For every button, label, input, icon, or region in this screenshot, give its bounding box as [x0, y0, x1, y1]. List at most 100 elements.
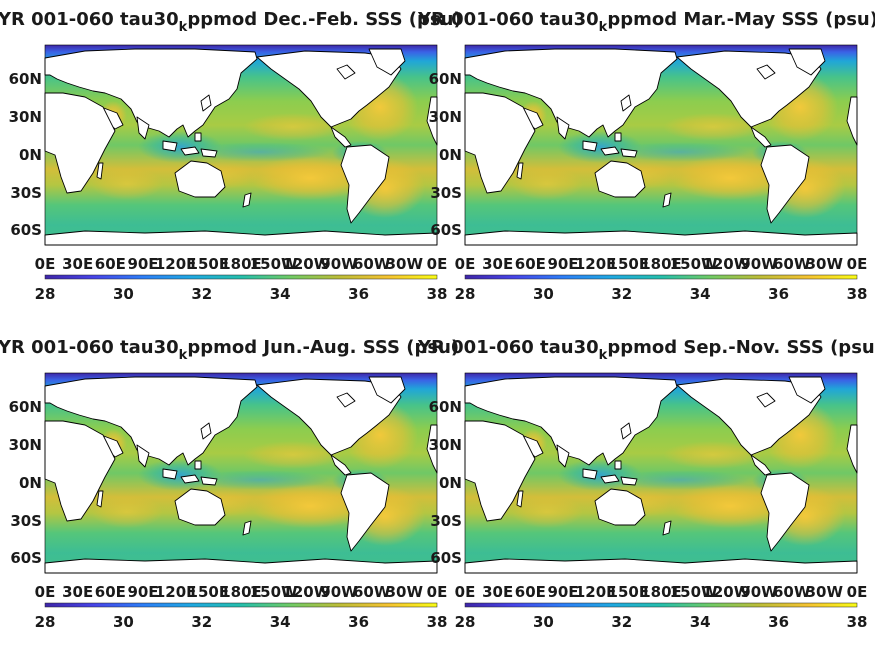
lon-tick-label: 90W: [740, 583, 778, 601]
lat-tick-label: 0N: [439, 474, 462, 492]
lon-tick-label: 90W: [320, 255, 358, 273]
lat-tick-label: 60N: [9, 70, 42, 88]
lon-tick-label: 60E: [515, 583, 546, 601]
lon-tick-label: 150E: [608, 583, 650, 601]
colorbar-tick-label: 32: [611, 613, 632, 631]
lat-tick-label: 30N: [9, 436, 42, 454]
lon-tick-label: 150W: [250, 583, 298, 601]
panel-title: YR 001-060 tau30kppmod Jun.-Aug. SSS (ps…: [0, 337, 459, 363]
lon-tick-label: 0E: [847, 255, 868, 273]
map-panel-3: YR 001-060 tau30kppmod Jun.-Aug. SSS (ps…: [0, 337, 459, 631]
lon-tick-label: 0E: [847, 583, 868, 601]
lat-tick-label: 0N: [439, 146, 462, 164]
lon-tick-label: 30W: [386, 255, 424, 273]
colorbar-tick-label: 28: [455, 613, 476, 631]
lon-tick-label: 30E: [62, 255, 93, 273]
lon-tick-label: 60E: [515, 255, 546, 273]
lon-tick-label: 30W: [806, 583, 844, 601]
colorbar-tick-label: 32: [191, 613, 212, 631]
colorbar-tick-label: 36: [348, 285, 369, 303]
colorbar-tick-label: 28: [455, 285, 476, 303]
panel-title: YR 001-060 tau30kppmod Sep.-Nov. SSS (ps…: [417, 337, 875, 363]
lon-tick-label: 30W: [386, 583, 424, 601]
lon-tick-label: 0E: [35, 255, 56, 273]
lon-tick-label: 60W: [773, 255, 811, 273]
lon-tick-label: 120E: [155, 583, 197, 601]
lat-tick-label: 60N: [9, 398, 42, 416]
colorbar-tick-label: 28: [35, 613, 56, 631]
colorbar-tick-label: 38: [427, 613, 448, 631]
colorbar-tick-label: 32: [191, 285, 212, 303]
lon-tick-label: 30W: [806, 255, 844, 273]
map-panel-1: YR 001-060 tau30kppmod Dec.-Feb. SSS (ps…: [0, 9, 462, 303]
lon-tick-label: 60W: [773, 583, 811, 601]
lon-tick-label: 120E: [155, 255, 197, 273]
lon-tick-label: 0E: [455, 583, 476, 601]
colorbar-tick-label: 34: [270, 285, 291, 303]
lon-tick-label: 180E: [220, 255, 262, 273]
colorbar-tick-label: 30: [113, 613, 134, 631]
lon-tick-label: 120W: [702, 255, 750, 273]
lon-tick-label: 180E: [640, 255, 682, 273]
lon-tick-label: 150E: [608, 255, 650, 273]
lat-tick-label: 30N: [429, 108, 462, 126]
lon-tick-label: 60W: [353, 255, 391, 273]
lon-tick-label: 150E: [188, 255, 230, 273]
lon-tick-label: 90W: [320, 583, 358, 601]
lon-tick-label: 60E: [95, 583, 126, 601]
colorbar: [44, 602, 438, 608]
lat-tick-label: 0N: [19, 474, 42, 492]
lon-tick-label: 120E: [575, 583, 617, 601]
colorbar-tick-label: 36: [768, 285, 789, 303]
lon-tick-label: 150W: [670, 583, 718, 601]
colorbar-tick-label: 28: [35, 285, 56, 303]
colorbar-tick-label: 38: [427, 285, 448, 303]
lon-tick-label: 0E: [455, 255, 476, 273]
lon-tick-label: 150W: [670, 255, 718, 273]
panel-title: YR 001-060 tau30kppmod Dec.-Feb. SSS (ps…: [0, 9, 462, 35]
lon-tick-label: 30E: [482, 255, 513, 273]
colorbar: [464, 602, 858, 608]
panel-title: YR 001-060 tau30kppmod Mar.-May SSS (psu…: [417, 9, 875, 35]
lon-tick-label: 150E: [188, 583, 230, 601]
lat-tick-label: 60S: [10, 221, 42, 239]
colorbar-tick-label: 36: [348, 613, 369, 631]
lat-tick-label: 60S: [430, 221, 462, 239]
colorbar-tick-label: 36: [768, 613, 789, 631]
lat-tick-label: 30S: [10, 184, 42, 202]
lon-tick-label: 60E: [95, 255, 126, 273]
colorbar-tick-label: 34: [690, 613, 711, 631]
lon-tick-label: 90E: [127, 255, 158, 273]
lon-tick-label: 180E: [220, 583, 262, 601]
lon-tick-label: 30E: [482, 583, 513, 601]
lat-tick-label: 60N: [429, 398, 462, 416]
lon-tick-label: 90E: [127, 583, 158, 601]
lon-tick-label: 60W: [353, 583, 391, 601]
lon-tick-label: 120W: [282, 583, 330, 601]
colorbar-tick-label: 38: [847, 285, 868, 303]
colorbar-tick-label: 30: [113, 285, 134, 303]
sss-map: [464, 44, 858, 246]
lat-tick-label: 30S: [10, 512, 42, 530]
colorbar-tick-label: 32: [611, 285, 632, 303]
lon-tick-label: 0E: [35, 583, 56, 601]
lat-tick-label: 0N: [19, 146, 42, 164]
lat-tick-label: 60S: [430, 549, 462, 567]
colorbar-tick-label: 30: [533, 613, 554, 631]
lon-tick-label: 150W: [250, 255, 298, 273]
colorbar-tick-label: 34: [270, 613, 291, 631]
lon-tick-label: 30E: [62, 583, 93, 601]
sss-map: [44, 372, 438, 574]
colorbar-tick-label: 34: [690, 285, 711, 303]
colorbar: [44, 274, 438, 280]
lat-tick-label: 30N: [429, 436, 462, 454]
lon-tick-label: 0E: [427, 583, 448, 601]
lon-tick-label: 180E: [640, 583, 682, 601]
map-panel-2: YR 001-060 tau30kppmod Mar.-May SSS (psu…: [417, 9, 875, 303]
colorbar-tick-label: 30: [533, 285, 554, 303]
lat-tick-label: 60S: [10, 549, 42, 567]
lon-tick-label: 90E: [547, 255, 578, 273]
colorbar-tick-label: 38: [847, 613, 868, 631]
lon-tick-label: 90W: [740, 255, 778, 273]
